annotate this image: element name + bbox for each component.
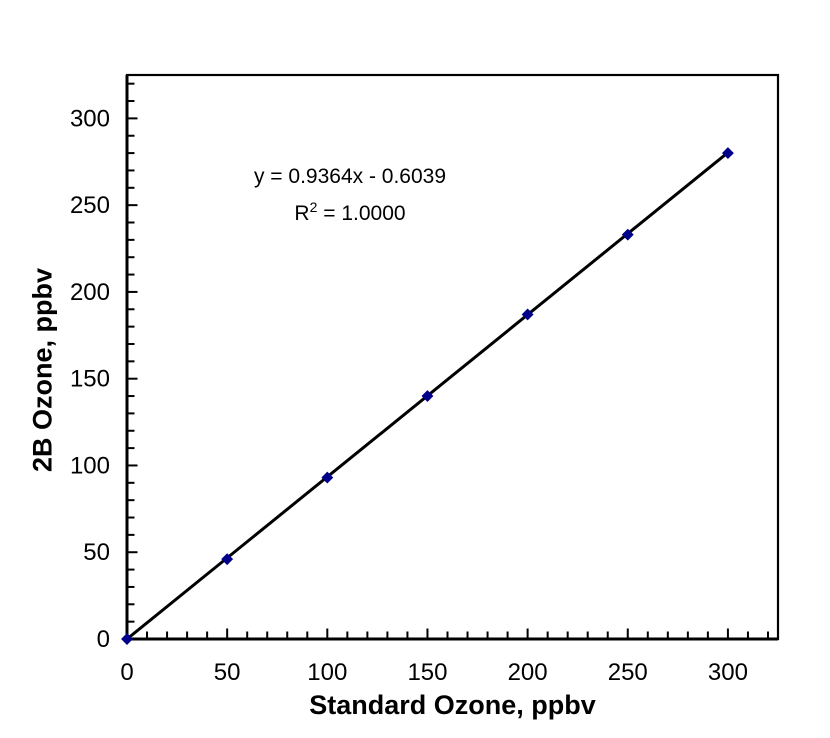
y-tick-label: 250 [70, 192, 110, 219]
x-tick-label: 100 [307, 659, 347, 686]
y-tick-label: 150 [70, 366, 110, 393]
y-tick-label: 0 [97, 626, 110, 653]
y-axis-title: 2B Ozone, ppbv [27, 267, 58, 473]
x-tick-label: 150 [407, 659, 447, 686]
data-point-marker [321, 471, 334, 484]
y-tick-label: 300 [70, 105, 110, 132]
x-tick-label: 200 [508, 659, 548, 686]
x-tick-label: 50 [214, 659, 241, 686]
y-tick-label: 200 [70, 279, 110, 306]
plot-border [125, 73, 780, 641]
trendline-annotation: y = 0.9364x - 0.6039 R2 = 1.0000 [254, 162, 446, 229]
trendline-equation: y = 0.9364x - 0.6039 [253, 165, 447, 188]
data-point-marker [721, 147, 734, 160]
r-squared-label: R2 = 1.0000 [254, 192, 446, 229]
data-point-marker [621, 228, 634, 241]
r-squared-base: R [294, 202, 310, 225]
x-tick-label: 250 [608, 659, 648, 686]
y-tick-label: 100 [70, 452, 110, 479]
r-squared-superscript: 2 [309, 199, 318, 215]
y-tick-label: 50 [83, 539, 110, 566]
data-point-marker [421, 390, 434, 402]
x-tick-label: 0 [120, 659, 133, 686]
x-axis-title: Standard Ozone, ppbv [309, 690, 596, 720]
x-tick-label: 300 [708, 659, 748, 686]
r-squared-value: = 1.0000 [317, 202, 406, 225]
